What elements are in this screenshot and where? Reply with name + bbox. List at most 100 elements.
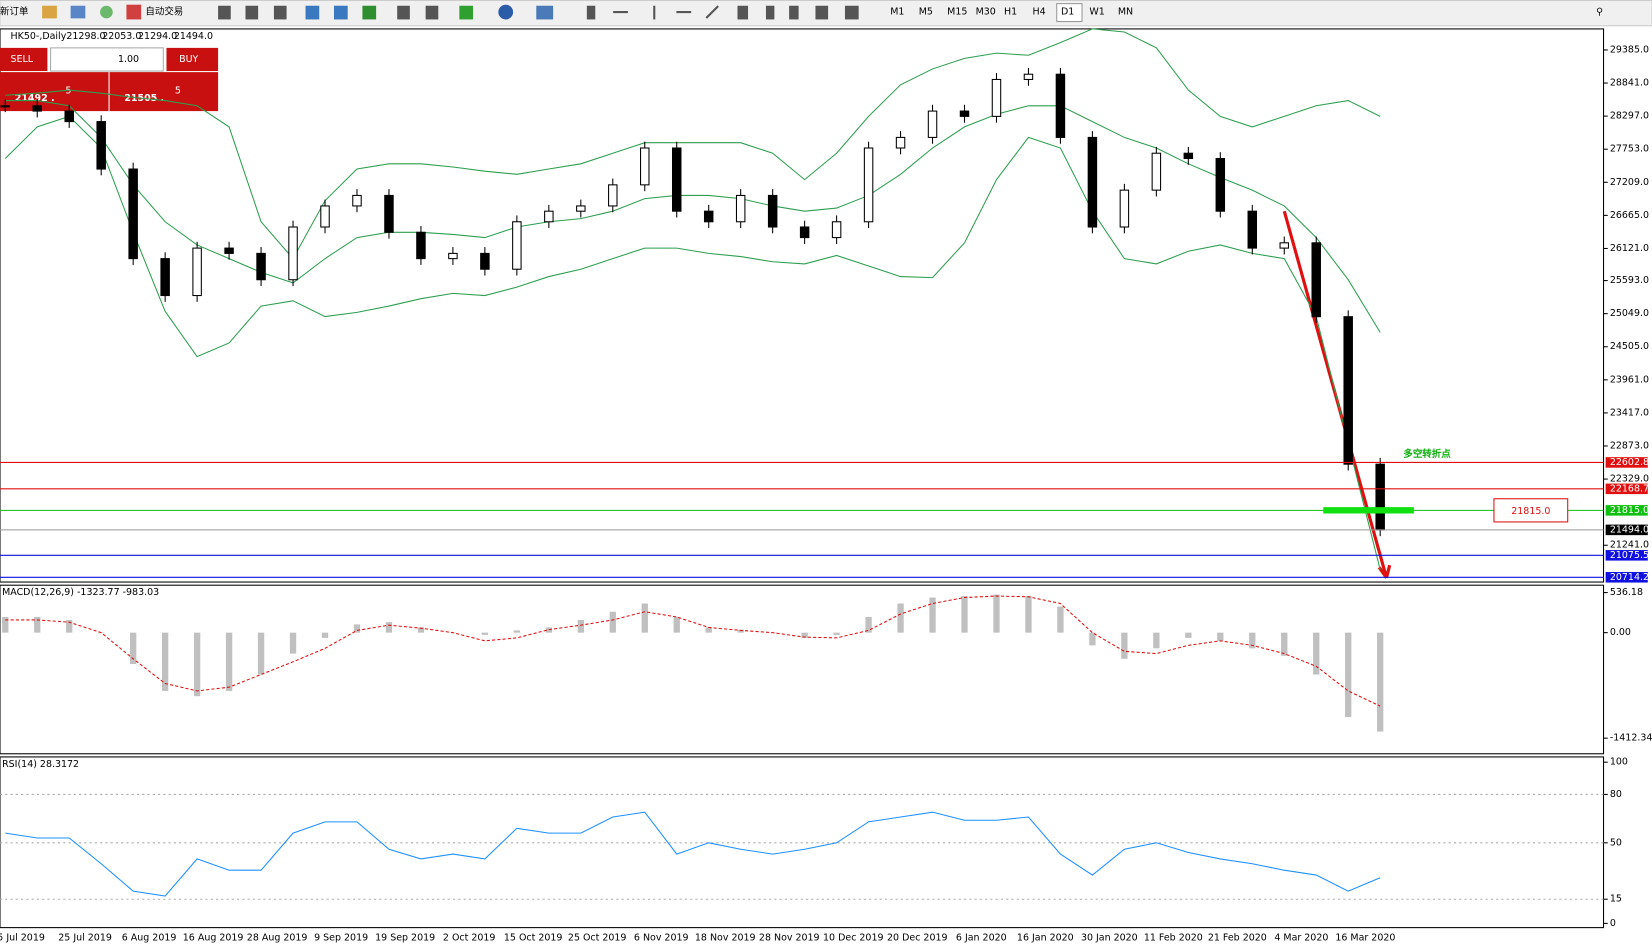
x-tick-label: 25 Oct 2019 [568,933,627,944]
y-tick-label: 22329.0 [1610,474,1649,485]
candle [1119,189,1130,228]
macd-bar [130,632,137,665]
macd-bar [705,627,712,633]
icon[interactable] [613,11,628,14]
sell-label[interactable]: SELL [11,54,34,65]
timeframe-button[interactable]: M1 [890,7,904,18]
icon[interactable] [333,5,348,20]
y-tick-label: 0 [1610,918,1616,929]
macd-title: MACD(12,26,9) -1323.77 -983.03 [2,587,159,598]
macd-bar [1121,632,1128,659]
candle [384,194,394,233]
x-tick-label: 18 Nov 2019 [695,933,756,944]
icon[interactable] [765,5,775,20]
icon[interactable] [305,5,320,20]
y-tick-label: 29385.0 [1610,44,1649,55]
timeframe-button[interactable]: M30 [976,7,996,18]
icon[interactable] [459,5,474,20]
bollinger-lower [4,115,1381,570]
icon[interactable] [815,5,829,20]
icon[interactable] [498,4,514,20]
x-tick-label: 6 Jan 2020 [956,933,1007,944]
icon[interactable] [844,5,859,20]
timeframe-button[interactable]: H4 [1033,7,1046,18]
ask-box[interactable] [109,72,219,112]
candle [320,205,330,228]
buy-button[interactable] [166,47,219,72]
macd-bar [481,632,489,635]
macd-bar [257,632,265,675]
icon[interactable] [42,5,57,19]
icon[interactable] [70,5,86,19]
icon[interactable] [245,5,259,20]
volume[interactable]: 1.00 [118,54,139,65]
x-tick-label: 28 Nov 2019 [759,933,820,944]
candle [927,110,938,138]
icon[interactable] [586,5,596,20]
candle [544,210,554,223]
y-tick-label: -1412.34 [1610,733,1652,744]
price-level-tag [1605,505,1648,516]
price-level-tag [1605,457,1648,468]
marker-box [1493,498,1569,523]
timeframe-button[interactable]: H1 [1004,7,1017,18]
icon[interactable] [362,5,377,20]
icon[interactable] [737,5,749,20]
icon[interactable] [676,11,692,14]
rsi-line [5,811,1381,897]
candle [1215,157,1226,212]
icon[interactable] [705,5,719,19]
active-timeframe [1056,3,1083,23]
macd-bar [993,594,1000,633]
x-tick-label: 2 Oct 2019 [443,933,496,944]
macd-panel [0,584,1605,755]
candle [416,231,426,260]
buy-label[interactable]: BUY [179,54,198,65]
bid-price: 21492 . [15,93,55,104]
macd-bar [1185,632,1192,638]
macd-bar [1217,632,1224,641]
macd-bar [545,627,552,633]
timeframe-button[interactable]: MN [1118,7,1133,18]
macd-bar [1345,632,1352,718]
timeframe-button[interactable]: M5 [919,7,933,18]
icon[interactable] [653,5,656,20]
y-tick-label: 24505.0 [1610,341,1649,352]
y-tick-label: 28297.0 [1610,111,1649,122]
icon[interactable] [218,5,231,20]
price-level-tag [1605,550,1648,561]
candle [863,147,874,223]
macd-bar [289,632,297,654]
icon[interactable] [425,5,439,20]
candle [895,136,906,149]
candle [480,252,490,270]
macd-bar [865,616,872,633]
icon[interactable] [536,5,554,20]
icon[interactable] [397,5,410,20]
timeframe-button[interactable]: M15 [947,7,967,18]
candle [640,147,650,186]
search-icon[interactable]: ⚲ [1596,7,1603,18]
x-tick-label: 6 Nov 2019 [634,933,689,944]
timeframe-button[interactable]: W1 [1089,7,1104,18]
icon[interactable] [100,5,113,19]
y-tick-label: 23961.0 [1610,374,1649,385]
icon[interactable] [789,5,799,20]
sell-button[interactable] [0,47,48,72]
x-tick-label: 20 Dec 2019 [887,933,948,944]
x-tick-label: 10 Dec 2019 [823,933,884,944]
candle [256,252,266,281]
auto-trade-button[interactable]: 自动交易 [145,6,183,18]
new-order-button[interactable]: 新订单 [0,6,28,18]
price-level-label: 20714.2 [1610,572,1649,583]
x-tick-label: 21 Feb 2020 [1208,933,1267,944]
candle [608,184,618,207]
macd-bar [673,616,680,633]
macd-bar [801,632,808,638]
icon[interactable] [273,5,287,20]
macd-bar [34,616,41,633]
timeframe-button[interactable]: D1 [1061,7,1074,18]
auto-trade-icon[interactable] [126,4,142,20]
y-tick-label: 26121.0 [1610,243,1649,254]
